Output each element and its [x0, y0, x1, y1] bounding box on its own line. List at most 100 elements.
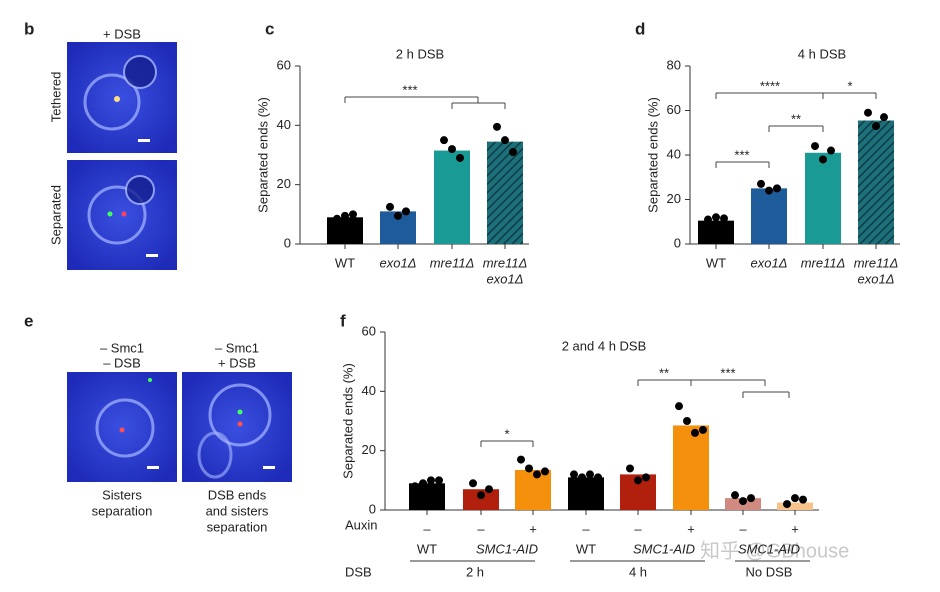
- bar: [515, 469, 551, 510]
- data-point: [699, 425, 707, 434]
- group-label: 2 h: [466, 564, 484, 579]
- significance: *: [847, 78, 852, 93]
- data-point: [691, 428, 699, 437]
- caption: separation: [207, 519, 268, 534]
- group-label: WT: [417, 541, 437, 556]
- chart-title: 4 h DSB: [798, 46, 846, 61]
- caption: DSB ends: [208, 487, 267, 502]
- x-tick-label: WT: [706, 255, 726, 270]
- significance: **: [791, 111, 801, 126]
- bar: [434, 150, 470, 244]
- bar: [777, 502, 813, 510]
- data-point: [341, 211, 349, 220]
- data-point: [333, 214, 341, 223]
- row-label: DSB: [345, 564, 372, 579]
- y-tick-label: 20: [277, 176, 291, 191]
- data-point: [570, 470, 578, 479]
- group-label: SMC1-AID: [738, 541, 800, 556]
- data-point: [880, 113, 888, 122]
- y-tick-label: 40: [667, 146, 681, 161]
- data-point: [440, 136, 448, 145]
- data-point: [872, 122, 880, 131]
- data-point: [626, 464, 634, 473]
- bar: [805, 152, 841, 244]
- x-tick-label: exo1Δ: [751, 255, 788, 270]
- row-label: Tethered: [48, 72, 63, 123]
- panel-e: e – Smc1 – DSB – Smc1 + DSB Sisters sepa…: [24, 311, 292, 534]
- data-point: [469, 479, 477, 488]
- x-tick-label: –: [634, 521, 642, 536]
- y-tick-label: 40: [277, 117, 291, 132]
- significance: **: [659, 365, 669, 380]
- data-point: [704, 215, 712, 224]
- bar: [858, 120, 894, 244]
- x-tick-label: exo1Δ: [487, 271, 524, 286]
- data-point: [394, 211, 402, 220]
- bar: [698, 220, 734, 244]
- data-point: [402, 207, 410, 216]
- caption: and sisters: [206, 503, 269, 518]
- data-point: [791, 494, 799, 503]
- data-point: [757, 179, 765, 188]
- group-label: No DSB: [746, 564, 793, 579]
- data-point: [712, 213, 720, 222]
- column-label: – Smc1: [100, 340, 144, 355]
- data-point: [811, 142, 819, 151]
- x-tick-label: +: [687, 521, 695, 536]
- data-point: [773, 184, 781, 193]
- data-point: [720, 214, 728, 223]
- data-point: [435, 476, 443, 485]
- column-label: + DSB: [103, 26, 141, 41]
- data-point: [517, 455, 525, 464]
- group-label: SMC1-AID: [633, 541, 695, 556]
- y-tick-label: 80: [667, 57, 681, 72]
- micrograph: [67, 372, 177, 482]
- data-point: [427, 476, 435, 485]
- bar: [751, 188, 787, 244]
- panel-b: b + DSB Tethered Separated: [24, 19, 177, 270]
- data-point: [501, 136, 509, 145]
- micrograph: [182, 372, 292, 482]
- row-label: Separated: [48, 185, 63, 245]
- x-tick-label: exo1Δ: [380, 255, 417, 270]
- data-point: [799, 495, 807, 504]
- y-axis-label: Separated ends (%): [340, 363, 355, 479]
- x-tick-label: mre11Δ: [854, 255, 899, 270]
- y-tick-label: 60: [362, 323, 376, 338]
- data-point: [578, 473, 586, 482]
- x-tick-label: exo1Δ: [858, 271, 895, 286]
- row-label: Auxin: [345, 517, 378, 532]
- panel-letter: b: [24, 19, 34, 38]
- micrograph: [67, 42, 177, 153]
- column-label: – Smc1: [215, 340, 259, 355]
- x-tick-label: +: [791, 521, 799, 536]
- x-tick-label: –: [739, 521, 747, 536]
- x-tick-label: –: [477, 521, 485, 536]
- data-point: [419, 479, 427, 488]
- data-point: [683, 417, 691, 425]
- data-point: [642, 473, 650, 482]
- x-tick-label: mre11Δ: [430, 255, 475, 270]
- panel-letter: d: [635, 19, 645, 38]
- chart-title: 2 and 4 h DSB: [562, 338, 647, 353]
- x-tick-label: mre11Δ: [483, 255, 528, 270]
- panel-letter: e: [24, 311, 33, 330]
- data-point: [827, 146, 835, 155]
- caption: Sisters: [102, 487, 142, 502]
- panel-letter: f: [340, 311, 346, 330]
- x-tick-label: WT: [335, 255, 355, 270]
- significance: ****: [760, 78, 780, 93]
- watermark: 知乎 @GBhouse: [700, 539, 849, 562]
- significance: ***: [720, 365, 735, 380]
- column-label: + DSB: [218, 355, 256, 370]
- data-point: [509, 148, 517, 157]
- data-point: [477, 491, 485, 500]
- data-point: [349, 210, 357, 219]
- data-point: [594, 473, 602, 482]
- y-tick-label: 60: [667, 102, 681, 117]
- y-tick-label: 0: [674, 235, 681, 250]
- data-point: [485, 485, 493, 494]
- data-point: [765, 186, 773, 195]
- x-tick-label: +: [529, 521, 537, 536]
